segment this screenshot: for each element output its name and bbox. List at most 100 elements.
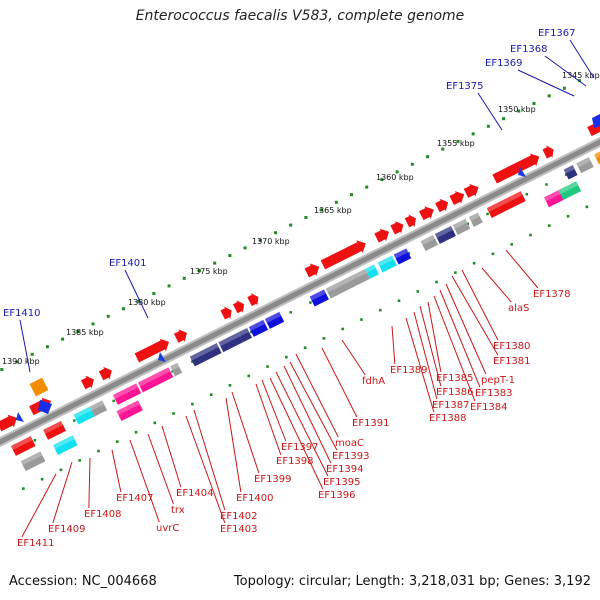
leader-line — [161, 425, 182, 488]
reverse-gene-block — [238, 327, 253, 343]
bottom-gene-label: EF1393 — [332, 451, 370, 462]
reverse-gene-block — [112, 383, 142, 405]
leader-line — [21, 473, 57, 538]
leader-line — [439, 289, 481, 388]
leader-line — [481, 267, 512, 303]
leader-line — [405, 317, 435, 413]
leader-line — [445, 283, 487, 375]
leader-line — [225, 397, 242, 493]
lower-track-dot — [228, 384, 232, 387]
leader-line — [477, 92, 503, 131]
bottom-gene-label: EF1396 — [318, 490, 356, 501]
bottom-gene-label: EF1397 — [281, 442, 319, 453]
reverse-gene-block-rect — [309, 289, 329, 307]
backbone-core — [0, 139, 600, 445]
bottom-gene-label: EF1411 — [17, 538, 55, 549]
bottom-gene-label: EF1384 — [470, 402, 508, 413]
ruler-dot — [15, 360, 19, 364]
forward-gene-arrow-shape — [134, 338, 170, 363]
reverse-gene-block-highlight — [468, 212, 480, 221]
lower-track-dot — [303, 346, 307, 350]
ruler-dot — [137, 299, 141, 303]
bottom-gene-label: EF1409 — [48, 524, 86, 535]
forward-gene-arrow-shape — [463, 183, 479, 198]
leader-line — [269, 377, 324, 490]
ruler-dot — [395, 170, 399, 174]
axis-tick — [33, 439, 37, 442]
ruler-dot — [350, 193, 354, 197]
leader-line — [129, 439, 160, 523]
forward-gene-arrow — [390, 221, 404, 235]
forward-gene-arrow-shape — [390, 221, 404, 235]
reverse-gene-block-highlight — [309, 289, 326, 301]
leader-line — [283, 365, 332, 464]
reverse-gene-block — [452, 218, 471, 235]
reverse-gene-block-highlight — [43, 420, 64, 434]
lower-track-dot — [566, 214, 570, 218]
leader-line — [433, 295, 476, 402]
reverse-gene-block — [486, 191, 526, 218]
reverse-gene-block — [137, 367, 174, 393]
forward-gene-arrow — [587, 120, 600, 137]
reverse-gene-block-highlight — [264, 311, 282, 323]
axis-tick — [525, 193, 529, 196]
leader-line — [461, 269, 499, 341]
ruler-dot — [182, 276, 186, 280]
ruler-dot — [30, 352, 34, 356]
reverse-gene-block-highlight — [434, 225, 453, 238]
ruler-label: 1380 kbp — [128, 298, 166, 307]
lower-track-dot — [491, 252, 495, 256]
bottom-gene-label: EF1403 — [220, 524, 258, 535]
diagram-title: Enterococcus faecalis V583, complete gen… — [135, 8, 465, 24]
top-gene-label: EF1410 — [3, 308, 41, 319]
strand-marker — [16, 412, 24, 422]
bottom-gene-label: EF1383 — [475, 388, 513, 399]
outer-gene-block — [558, 181, 582, 201]
outer-gene-block-rect — [116, 400, 143, 421]
bottom-gene-label: EF1394 — [326, 464, 364, 475]
ruler-dot — [258, 238, 262, 242]
reverse-gene-block-highlight — [486, 191, 523, 213]
ruler-dot — [167, 284, 171, 288]
edge-gene — [592, 114, 600, 128]
reverse-gene-block — [563, 165, 578, 180]
top-gene-label: EF1367 — [538, 28, 576, 39]
ruler-dot — [547, 94, 551, 98]
lower-track-dot — [454, 271, 457, 274]
blue-gene-box — [38, 400, 52, 414]
outer-gene-block-rect — [52, 435, 78, 455]
forward-gene-arrow-shape — [404, 214, 416, 228]
bottom-gene-label: alaS — [508, 303, 529, 314]
lower-track-dot — [134, 430, 138, 434]
axis-tick — [407, 252, 411, 255]
bottom-gene-label: EF1408 — [84, 509, 122, 520]
reverse-gene-block-rect — [393, 248, 412, 265]
reverse-gene-block — [468, 212, 483, 227]
forward-gene-arrow-shape — [220, 306, 232, 320]
axis-tick — [486, 212, 489, 216]
ruler-dot — [380, 177, 384, 181]
ruler-dot — [91, 322, 95, 326]
leader-line — [275, 371, 329, 477]
forward-gene-arrow-shape — [173, 329, 187, 343]
forward-gene-arrow — [449, 191, 465, 205]
ruler-label: 1350 kbp — [498, 105, 536, 114]
accession-text: Accession: NC_004668 — [9, 574, 157, 589]
leader-line — [124, 269, 149, 319]
reverse-gene-block-rect — [264, 311, 285, 329]
reverse-gene-block-highlight — [594, 146, 600, 159]
reverse-gene-block-highlight — [563, 165, 575, 174]
ruler-dot — [243, 246, 247, 250]
lower-track-dot — [191, 402, 194, 406]
forward-gene-arrow — [542, 145, 554, 159]
forward-gene-arrow — [0, 414, 17, 432]
forward-gene-arrow — [374, 228, 390, 243]
reverse-gene-block-rect — [170, 362, 183, 377]
leader-line — [88, 457, 91, 509]
lower-track-dot — [341, 327, 344, 331]
bottom-gene-label: fdhA — [362, 376, 385, 387]
ruler-dot — [486, 124, 490, 128]
ruler-dot — [273, 231, 277, 235]
forward-gene-arrow-shape — [492, 153, 540, 184]
